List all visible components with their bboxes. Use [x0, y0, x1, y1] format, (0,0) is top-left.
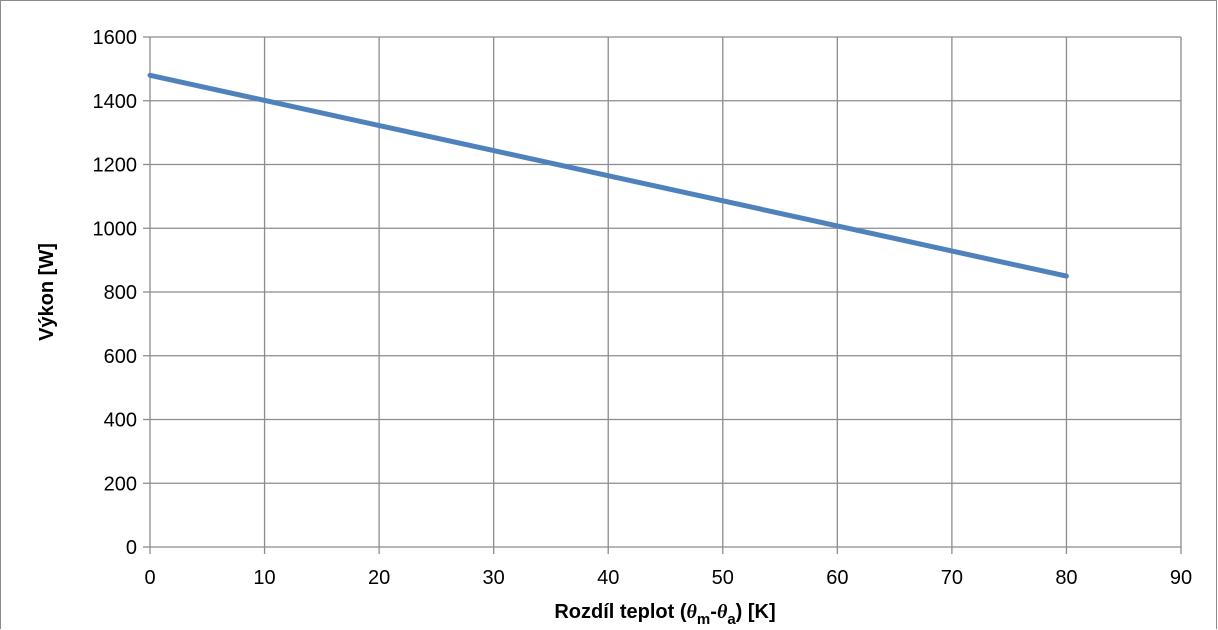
- x-axis-title-sub-a: a: [727, 611, 736, 628]
- y-tick-label: 1600: [93, 27, 138, 49]
- series-line: [147, 72, 1069, 279]
- x-axis-title-suffix: ) [K]: [736, 601, 776, 623]
- x-axis-title-dash: -: [710, 601, 717, 623]
- x-tick-label: 0: [144, 567, 155, 589]
- x-axis-title-theta-a: θ: [717, 601, 728, 623]
- x-tick-label: 80: [1055, 567, 1077, 589]
- x-tick-label: 50: [712, 567, 734, 589]
- x-tick-label: 10: [253, 567, 275, 589]
- y-tick-label: 1400: [93, 91, 138, 113]
- y-tick-label: 400: [104, 410, 137, 432]
- y-axis-title: Výkon [W]: [36, 243, 58, 341]
- y-tick-label: 800: [104, 282, 137, 304]
- x-tick-label: 60: [826, 567, 848, 589]
- y-tick-label: 1200: [93, 155, 138, 177]
- x-tick-label: 30: [483, 567, 505, 589]
- x-axis-title: Rozdíl teplot (θm-θa) [K]: [554, 601, 775, 628]
- x-axis-title-theta-m: θ: [687, 601, 698, 623]
- x-axis-title-sub-m: m: [697, 611, 710, 628]
- grid-lines: [150, 36, 1182, 547]
- axes: [143, 36, 1182, 554]
- y-tick-label: 200: [104, 473, 137, 495]
- y-tick-label: 0: [126, 537, 137, 559]
- x-tick-label: 90: [1170, 567, 1192, 589]
- y-tick-label: 600: [104, 346, 137, 368]
- series: [147, 72, 1069, 279]
- x-axis-title-prefix: Rozdíl teplot (: [554, 601, 687, 623]
- x-tick-label: 20: [368, 567, 390, 589]
- x-tick-label: 40: [597, 567, 619, 589]
- tick-labels: 0 200 400 600 800 1000 1200 1400 1600 0 10 20 30 40 50…: [93, 27, 1193, 589]
- y-tick-label: 1000: [93, 218, 138, 240]
- x-tick-label: 70: [941, 567, 963, 589]
